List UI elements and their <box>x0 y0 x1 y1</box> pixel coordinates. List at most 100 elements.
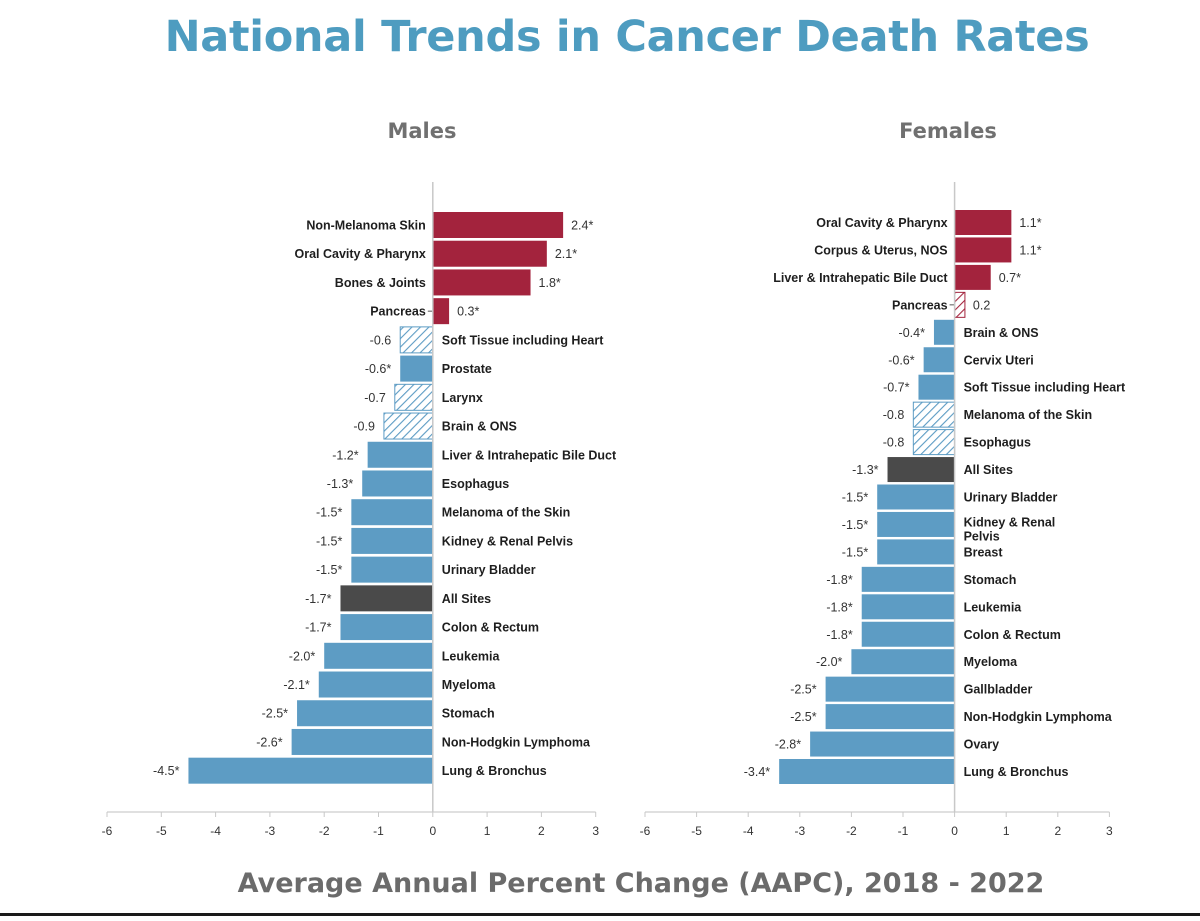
females-x-tick-label: -1 <box>898 824 909 838</box>
females-value-label: 1.1* <box>1019 243 1041 257</box>
females-value-label: -2.5* <box>790 710 817 724</box>
page-title: National Trends in Cancer Death Rates <box>164 12 1090 62</box>
females-value-label: -3.4* <box>744 765 771 779</box>
females-category-label: Ovary <box>964 738 999 752</box>
males-bar-non-hodgkin-lymphoma <box>291 728 433 755</box>
females-value-label: 0.2 <box>973 298 990 312</box>
males-category-label: Colon & Rectum <box>442 621 539 635</box>
males-bar-soft-tissue-including-heart <box>399 326 434 354</box>
males-category-label: Non-Melanoma Skin <box>306 219 425 233</box>
females-value-label: -2.0* <box>816 655 843 669</box>
males-value-label: -1.7* <box>305 592 332 606</box>
males-bar-all-sites <box>340 585 433 612</box>
males-bar-myeloma <box>318 671 433 698</box>
females-bar-corpus-and-uterus-nos <box>954 237 1012 263</box>
females-value-label: -0.4* <box>899 326 926 340</box>
males-x-tick-label: 2 <box>538 824 545 838</box>
x-axis-title: Average Annual Percent Change (AAPC), 20… <box>237 868 1045 899</box>
males-value-label: 2.4* <box>571 219 593 233</box>
males-bar-liver-and-intrahepatic-bile-duct <box>367 441 433 468</box>
males-value-label: -0.6* <box>365 362 392 376</box>
males-category-label: Prostate <box>442 362 492 376</box>
males-value-label: 2.1* <box>555 247 577 261</box>
females-x-tick-label: 3 <box>1106 824 1113 838</box>
males-x-tick-label: -2 <box>319 824 330 838</box>
females-bar-kidney-and-renal-pelvis <box>877 511 955 537</box>
males-value-label: -1.5* <box>316 534 343 548</box>
males-bar-pancreas <box>432 298 450 325</box>
females-bar-gallbladder <box>825 676 955 702</box>
males-value-label: -0.9 <box>353 420 375 434</box>
males-bar-leukemia <box>324 642 433 669</box>
males-category-label: Lung & Bronchus <box>442 764 547 778</box>
females-bar-esophagus <box>912 429 956 456</box>
males-category-label: Non-Hodgkin Lymphoma <box>442 735 591 749</box>
females-x-tick-label: -4 <box>743 824 754 838</box>
females-category-label: Melanoma of the Skin <box>964 408 1093 422</box>
females-value-label: -1.5* <box>842 545 869 559</box>
males-x-tick-label: 0 <box>429 824 436 838</box>
males-category-label: Soft Tissue including Heart <box>442 333 604 347</box>
males-value-label: -1.5* <box>316 563 343 577</box>
males-bar-non-melanoma-skin <box>432 212 564 238</box>
females-x-tick-label: -3 <box>794 824 805 838</box>
females-value-label: -1.5* <box>842 518 869 532</box>
males-value-label: -1.5* <box>316 506 343 520</box>
females-value-label: 0.7* <box>999 271 1021 285</box>
males-bar-lung-and-bronchus <box>188 757 433 784</box>
females-bar-urinary-bladder <box>877 484 955 510</box>
females-panel: Females -6 -5 -4 -3 -2 -1 0 1 2 3 Oral Cavity & Pha… <box>640 119 1126 838</box>
males-bar-larynx <box>394 383 434 411</box>
females-value-label: -1.8* <box>826 600 853 614</box>
females-category-label: Breast <box>964 545 1004 559</box>
males-category-label: All Sites <box>442 592 491 606</box>
females-value-label: -0.7* <box>883 381 910 395</box>
females-value-label: -1.8* <box>826 628 853 642</box>
females-category-label: Cervix Uteri <box>964 353 1034 367</box>
males-category-label: Larynx <box>442 391 483 405</box>
males-category-label: Urinary Bladder <box>442 563 536 577</box>
females-bar-colon-and-rectum <box>861 621 955 647</box>
females-category-label: Soft Tissue including Heart <box>964 381 1126 395</box>
females-bar-stomach <box>861 566 955 592</box>
males-value-label: -1.7* <box>305 621 332 635</box>
males-value-label: -2.1* <box>283 678 310 692</box>
females-bar-non-hodgkin-lymphoma <box>825 704 955 730</box>
males-category-label: Liver & Intrahepatic Bile Duct <box>442 448 617 462</box>
males-value-label: -0.6 <box>370 333 392 347</box>
males-value-label: -2.5* <box>262 707 289 721</box>
males-bar-kidney-and-renal-pelvis <box>351 527 433 554</box>
males-category-label: Melanoma of the Skin <box>442 506 571 520</box>
females-bar-leukemia <box>861 594 955 620</box>
males-bar-brain-and-ons <box>383 412 434 440</box>
females-value-label: -0.8 <box>883 408 905 422</box>
females-bar-myeloma <box>851 649 955 675</box>
females-bar-oral-cavity-and-pharynx <box>954 210 1012 235</box>
females-value-label: -1.3* <box>852 463 879 477</box>
males-x-tick-label: -6 <box>102 824 113 838</box>
females-x-tick-label: 1 <box>1003 824 1010 838</box>
females-x-tick-label: -5 <box>691 824 702 838</box>
females-bar-lung-and-bronchus <box>779 759 955 784</box>
females-category-label: Kidney & Renal Pelvis <box>964 515 1056 543</box>
females-bar-pancreas <box>954 291 966 318</box>
females-category-label: All Sites <box>964 463 1013 477</box>
males-bar-colon-and-rectum <box>340 614 433 641</box>
females-category-label: Stomach <box>964 573 1017 587</box>
females-category-label: Urinary Bladder <box>964 491 1058 505</box>
males-x-tick-label: -1 <box>373 824 384 838</box>
females-bar-all-sites <box>887 457 955 483</box>
males-bar-oral-cavity-and-pharynx <box>432 240 547 267</box>
females-category-label: Colon & Rectum <box>964 628 1061 642</box>
males-category-label: Oral Cavity & Pharynx <box>294 247 425 261</box>
males-bar-prostate <box>400 355 433 382</box>
males-panel: Males -6 -5 -4 -3 -2 -1 0 1 2 3 Non-Melanoma Skin 2.… <box>102 119 617 838</box>
males-x-tick-label: -3 <box>265 824 276 838</box>
males-value-label: -1.3* <box>327 477 354 491</box>
males-category-label: Kidney & Renal Pelvis <box>442 534 573 548</box>
females-category-label: Brain & ONS <box>964 326 1039 340</box>
females-category-label: Gallbladder <box>964 683 1033 697</box>
females-category-label: Pancreas <box>892 298 948 312</box>
males-value-label: -4.5* <box>153 764 180 778</box>
